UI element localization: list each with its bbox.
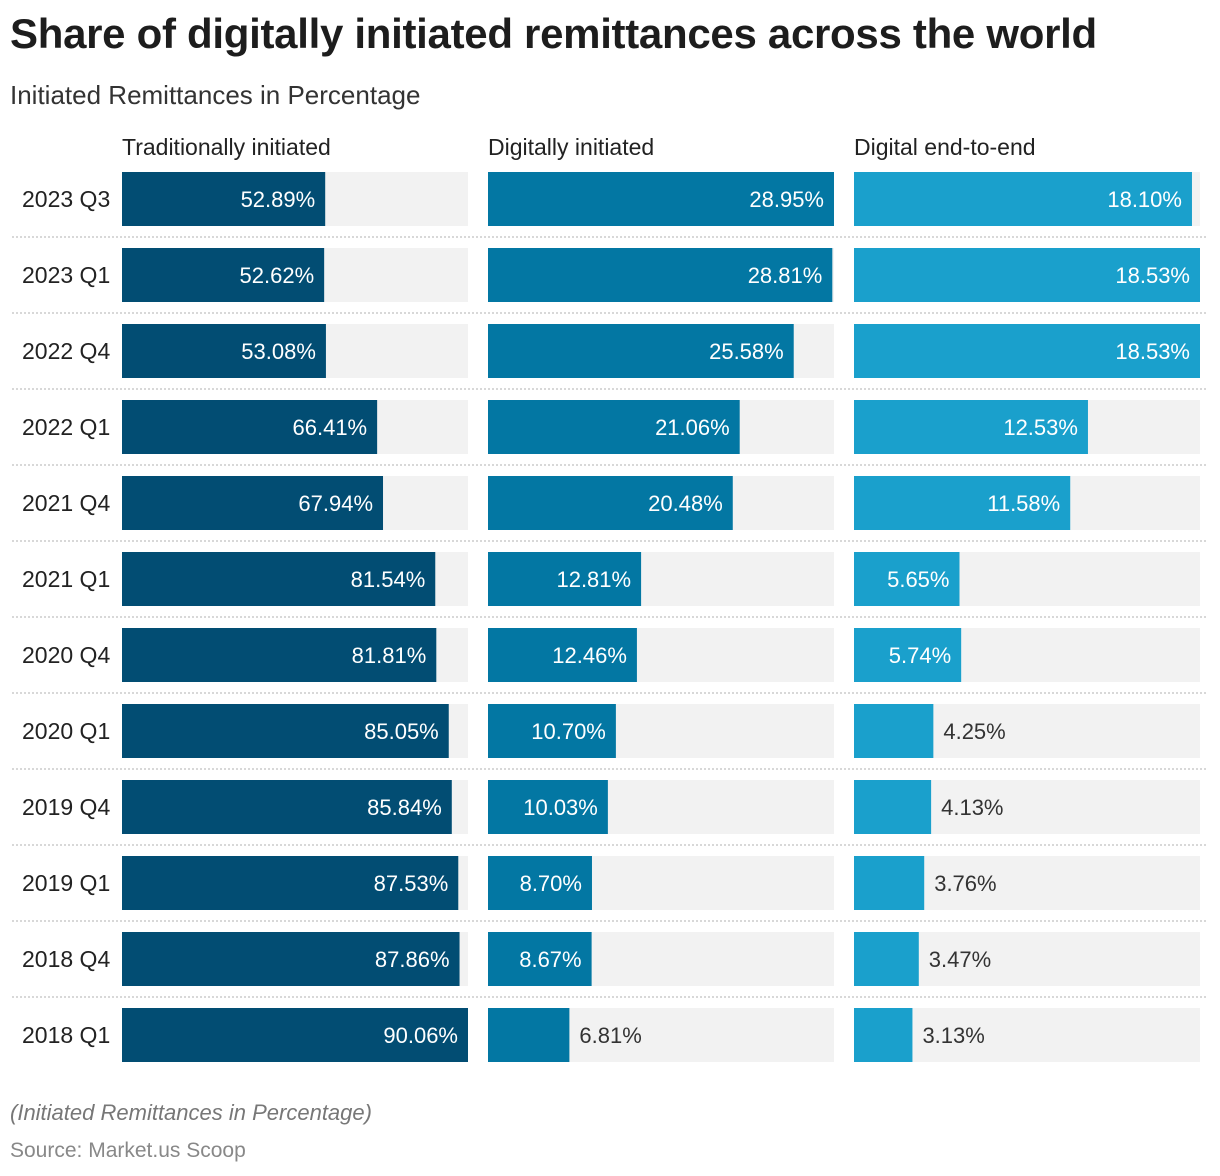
bar (854, 780, 932, 834)
bar (488, 628, 637, 682)
row-label: 2018 Q4 (22, 946, 110, 972)
data-label: 18.53% (1115, 263, 1190, 288)
data-label: 81.54% (351, 567, 426, 592)
data-label: 10.03% (523, 795, 598, 820)
bar (488, 400, 740, 454)
data-label: 5.74% (889, 643, 951, 668)
row-label: 2023 Q1 (22, 262, 110, 288)
bar (488, 1008, 570, 1062)
data-label: 28.95% (749, 187, 824, 212)
bar (488, 856, 592, 910)
bar (854, 932, 919, 986)
bar (122, 248, 325, 302)
row-label: 2022 Q1 (22, 414, 110, 440)
chart-title: Share of digitally initiated remittances… (10, 10, 1097, 57)
data-label: 8.70% (520, 871, 582, 896)
row-label: 2022 Q4 (22, 338, 110, 364)
chart-subtitle: Initiated Remittances in Percentage (10, 80, 421, 110)
bar (488, 476, 733, 530)
data-label: 18.53% (1115, 339, 1190, 364)
data-label: 66.41% (293, 415, 368, 440)
data-label: 8.67% (519, 947, 581, 972)
bar (488, 248, 833, 302)
data-label: 21.06% (655, 415, 730, 440)
bar (488, 704, 616, 758)
bar (488, 932, 592, 986)
data-label: 20.48% (648, 491, 723, 516)
bar (854, 1008, 913, 1062)
column-header-digital: Digitally initiated (488, 134, 655, 160)
bar (122, 1008, 468, 1062)
data-label: 87.53% (374, 871, 449, 896)
data-label: 87.86% (375, 947, 450, 972)
footer-note: (Initiated Remittances in Percentage) (10, 1100, 372, 1125)
bar (854, 856, 925, 910)
data-label: 52.62% (240, 263, 315, 288)
column-header-traditional: Traditionally initiated (122, 134, 331, 160)
split-bar-chart: 2023 Q3 52.89% 28.95% 18.10% 2023 Q1 52.62% 28… (12, 172, 1208, 1062)
data-label: 90.06% (383, 1023, 458, 1048)
data-label: 67.94% (298, 491, 373, 516)
bar (854, 476, 1071, 530)
data-label: 53.08% (241, 339, 316, 364)
bar (122, 476, 384, 530)
bar (854, 628, 962, 682)
bar (122, 780, 452, 834)
data-label: 28.81% (748, 263, 823, 288)
bar (854, 248, 1200, 302)
row-label: 2019 Q4 (22, 794, 110, 820)
bar (122, 400, 378, 454)
data-label: 3.47% (929, 947, 991, 972)
data-label: 6.81% (579, 1023, 641, 1048)
row-label: 2020 Q1 (22, 718, 110, 744)
row-label: 2018 Q1 (22, 1022, 110, 1048)
data-label: 10.70% (531, 719, 606, 744)
data-label: 25.58% (709, 339, 784, 364)
data-label: 3.13% (922, 1023, 984, 1048)
data-label: 52.89% (241, 187, 316, 212)
data-label: 11.58% (987, 491, 1060, 516)
data-label: 85.84% (367, 795, 442, 820)
bar (488, 172, 834, 226)
bar (122, 172, 326, 226)
bar (122, 704, 449, 758)
column-header-end-to-end: Digital end-to-end (854, 134, 1036, 160)
bar (122, 324, 326, 378)
data-label: 5.65% (887, 567, 949, 592)
data-label: 85.05% (364, 719, 439, 744)
row-label: 2020 Q4 (22, 642, 110, 668)
row-label: 2019 Q1 (22, 870, 110, 896)
bar (122, 932, 460, 986)
data-label: 12.46% (552, 643, 627, 668)
source-text: Source: Market.us Scoop (10, 1139, 246, 1162)
data-label: 12.81% (556, 567, 631, 592)
row-label: 2021 Q1 (22, 566, 110, 592)
bar (488, 780, 608, 834)
bar (854, 324, 1200, 378)
data-label: 12.53% (1003, 415, 1078, 440)
bar (122, 628, 437, 682)
bar (488, 324, 794, 378)
bar (122, 856, 459, 910)
bar (122, 552, 436, 606)
bar (854, 552, 960, 606)
bar (854, 704, 934, 758)
data-label: 4.13% (941, 795, 1003, 820)
data-label: 18.10% (1107, 187, 1182, 212)
bar (488, 552, 642, 606)
bar (854, 400, 1088, 454)
row-label: 2021 Q4 (22, 490, 110, 516)
row-label: 2023 Q3 (22, 186, 110, 212)
data-label: 81.81% (352, 643, 427, 668)
bar (854, 172, 1192, 226)
data-label: 4.25% (943, 719, 1005, 744)
data-label: 3.76% (934, 871, 996, 896)
